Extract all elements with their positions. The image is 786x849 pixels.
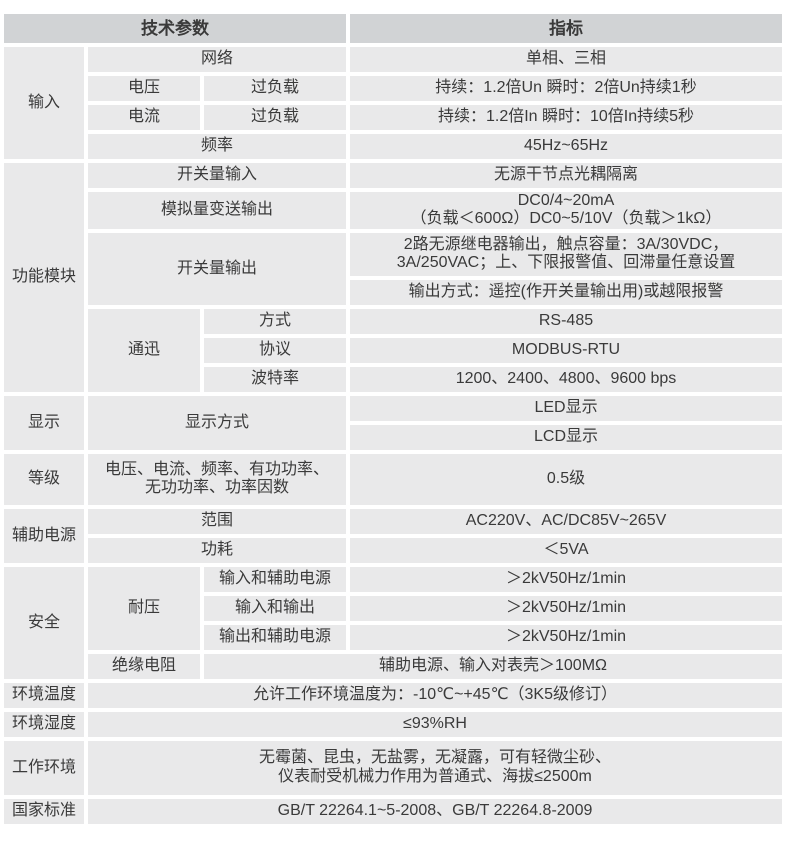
param-comm-protocol: 协议 [204, 337, 347, 363]
value-comm-protocol: MODBUS-RTU [350, 337, 782, 363]
param-comm-baudrate: 波特率 [204, 366, 347, 392]
table-row: 波特率 1200、2400、4800、9600 bps [4, 366, 782, 392]
table-row: 功能模块 开关量输入 无源干节点光耦隔离 [4, 163, 782, 392]
value-withstand-input-aux: ＞2kV50Hz/1min [350, 566, 782, 592]
value-frequency: 45Hz~65Hz [350, 134, 782, 159]
page: 技术参数 指标 输入 网络 单相、三相 电压 过负载 持续：1.2倍Un 瞬时：2倍Un持续1… [0, 10, 786, 828]
spec-table-body: 技术参数 指标 输入 网络 单相、三相 电压 过负载 持续：1.2倍Un 瞬时：2倍Un持续1… [4, 14, 782, 824]
table-row: 国家标准 GB/T 22264.1~5-2008、GB/T 22264.8-200… [4, 798, 782, 824]
param-insulation-resistance: 绝缘电阻 [88, 653, 200, 679]
param-communication: 通迅 [88, 308, 200, 392]
value-insulation-resistance: 辅助电源、输入对表壳＞100MΩ [204, 653, 782, 679]
param-aux-consumption: 功耗 [88, 537, 347, 563]
value-aux-range: AC220V、AC/DC85V~265V [350, 508, 782, 534]
param-withstand-voltage: 耐压 [88, 566, 200, 650]
table-row: 输出方式：遥控(作开关量输出用)或越限报警 [4, 279, 782, 305]
table-row: 通迅 方式 RS-485 [4, 308, 782, 392]
value-national-standard: GB/T 22264.1~5-2008、GB/T 22264.8-2009 [88, 798, 782, 824]
param-voltage-overload: 过负载 [204, 76, 347, 101]
value-current-overload: 持续：1.2倍In 瞬时：10倍In持续5秒 [350, 105, 782, 130]
category-safety: 安全 [4, 566, 84, 679]
category-working-environment: 工作环境 [4, 740, 84, 795]
table-row: 输出和辅助电源 ＞2kV50Hz/1min [4, 624, 782, 650]
param-withstand-input-output: 输入和输出 [204, 595, 347, 621]
param-switch-output: 开关量输出 [88, 232, 347, 305]
table-row: 显示 显示方式 LED显示 [4, 395, 782, 450]
category-aux-power: 辅助电源 [4, 508, 84, 563]
param-accuracy-items: 电压、电流、频率、有功功率、 无功功率、功率因数 [88, 453, 347, 505]
param-display-mode: 显示方式 [88, 395, 347, 450]
table-row: 辅助电源 范围 AC220V、AC/DC85V~265V [4, 508, 782, 563]
value-withstand-output-aux: ＞2kV50Hz/1min [350, 624, 782, 650]
value-display-lcd: LCD显示 [350, 424, 782, 450]
table-row: 协议 MODBUS-RTU [4, 337, 782, 363]
value-ambient-humidity: ≤93%RH [88, 711, 782, 737]
table-row: 技术参数 指标 [4, 14, 782, 43]
value-switch-input: 无源干节点光耦隔离 [350, 163, 782, 188]
value-withstand-input-output: ＞2kV50Hz/1min [350, 595, 782, 621]
param-aux-range: 范围 [88, 508, 347, 534]
table-row: 绝缘电阻 辅助电源、输入对表壳＞100MΩ [4, 653, 782, 679]
param-analog-output: 模拟量变送输出 [88, 192, 347, 229]
table-row: 环境温度 允许工作环境温度为：-10℃~+45℃（3K5级修订） [4, 682, 782, 708]
table-row: 开关量输出 2路无源继电器输出，触点容量：3A/30VDC， 3A/250VAC；… [4, 232, 782, 305]
table-row: 安全 耐压 输入和辅助电源 ＞2kV50Hz/1min [4, 566, 782, 679]
param-current-overload: 过负载 [204, 105, 347, 130]
value-aux-consumption: ＜5VA [350, 537, 782, 563]
param-frequency: 频率 [88, 134, 347, 159]
table-row: 环境湿度 ≤93%RH [4, 711, 782, 737]
table-row: 输入 网络 单相、三相 [4, 47, 782, 159]
param-current: 电流 [88, 105, 200, 130]
category-display: 显示 [4, 395, 84, 450]
param-withstand-output-aux: 输出和辅助电源 [204, 624, 347, 650]
category-function-modules: 功能模块 [4, 163, 84, 392]
category-input: 输入 [4, 47, 84, 159]
param-voltage: 电压 [88, 76, 200, 101]
value-ambient-temperature: 允许工作环境温度为：-10℃~+45℃（3K5级修订） [88, 682, 782, 708]
table-row: 电压 过负载 持续：1.2倍Un 瞬时：2倍Un持续1秒 [4, 76, 782, 101]
value-accuracy: 0.5级 [350, 453, 782, 505]
spec-table: 技术参数 指标 输入 网络 单相、三相 电压 过负载 持续：1.2倍Un 瞬时：2倍Un持续1… [0, 10, 786, 828]
param-withstand-input-aux: 输入和辅助电源 [204, 566, 347, 592]
table-row: 工作环境 无霉菌、昆虫，无盐雾，无凝露，可有轻微尘砂、 仪表耐受机械力作用为普通式… [4, 740, 782, 795]
value-analog-output: DC0/4~20mA （负载＜600Ω）DC0~5/10V（负载＞1kΩ） [350, 192, 782, 229]
param-network: 网络 [88, 47, 347, 72]
table-row: 电流 过负载 持续：1.2倍In 瞬时：10倍In持续5秒 [4, 105, 782, 130]
value-switch-output-mode: 输出方式：遥控(作开关量输出用)或越限报警 [350, 279, 782, 305]
table-row: 功耗 ＜5VA [4, 537, 782, 563]
table-row: 频率 45Hz~65Hz [4, 134, 782, 159]
header-index: 指标 [350, 14, 782, 43]
value-comm-baudrate: 1200、2400、4800、9600 bps [350, 366, 782, 392]
value-voltage-overload: 持续：1.2倍Un 瞬时：2倍Un持续1秒 [350, 76, 782, 101]
category-accuracy: 等级 [4, 453, 84, 505]
value-display-led: LED显示 [350, 395, 782, 421]
table-row: 模拟量变送输出 DC0/4~20mA （负载＜600Ω）DC0~5/10V（负载＞… [4, 192, 782, 229]
table-row: LCD显示 [4, 424, 782, 450]
value-comm-mode: RS-485 [350, 308, 782, 334]
table-row: 等级 电压、电流、频率、有功功率、 无功功率、功率因数 0.5级 [4, 453, 782, 505]
value-switch-output-relay: 2路无源继电器输出，触点容量：3A/30VDC， 3A/250VAC；上、下限报… [350, 232, 782, 276]
category-national-standard: 国家标准 [4, 798, 84, 824]
value-working-environment: 无霉菌、昆虫，无盐雾，无凝露，可有轻微尘砂、 仪表耐受机械力作用为普通式、海拔≤… [88, 740, 782, 795]
category-ambient-humidity: 环境湿度 [4, 711, 84, 737]
table-row: 输入和输出 ＞2kV50Hz/1min [4, 595, 782, 621]
value-network: 单相、三相 [350, 47, 782, 72]
header-tech-params: 技术参数 [4, 14, 347, 43]
param-switch-input: 开关量输入 [88, 163, 347, 188]
param-comm-mode: 方式 [204, 308, 347, 334]
category-ambient-temperature: 环境温度 [4, 682, 84, 708]
